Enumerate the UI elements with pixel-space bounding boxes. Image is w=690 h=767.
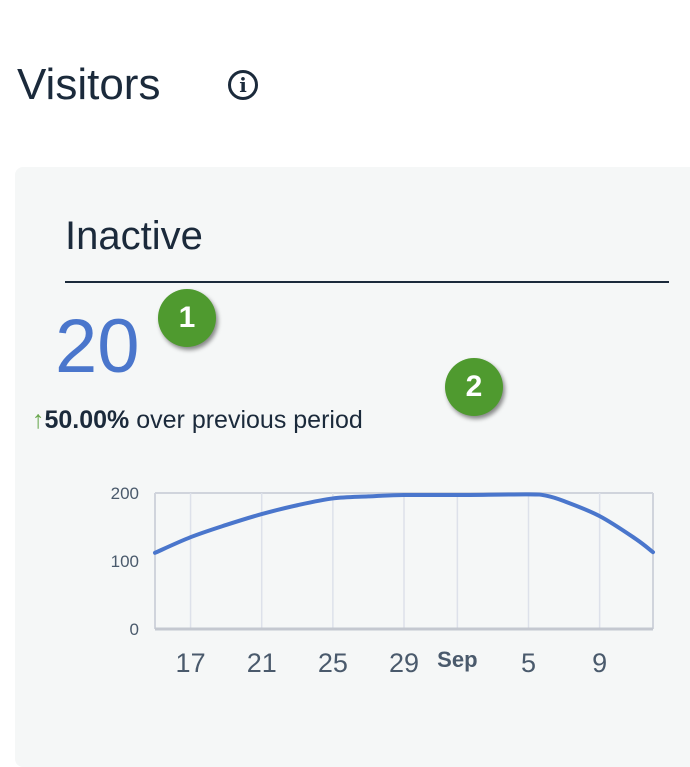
x-tick-label: 25 <box>318 648 348 678</box>
y-tick-label: 100 <box>111 552 139 571</box>
x-tick-label: Sep <box>437 647 477 672</box>
series-line <box>153 492 655 555</box>
change-text: over previous period <box>136 406 363 434</box>
visitors-card <box>15 167 690 767</box>
x-tick-label: 5 <box>521 648 536 678</box>
divider <box>65 281 669 283</box>
x-tick-label: 9 <box>592 648 607 678</box>
arrow-up-icon: ↑ <box>32 406 45 434</box>
page-title: Visitors <box>17 60 161 109</box>
change-indicator: ↑50.00% over previous period <box>32 406 363 435</box>
annotation-badge-2: 2 <box>445 358 503 416</box>
x-tick-label: 29 <box>389 648 419 678</box>
card-title: Inactive <box>65 214 203 258</box>
metric-value: 20 <box>55 304 140 389</box>
y-tick-label: 0 <box>130 620 139 639</box>
info-icon[interactable]: i <box>228 70 258 100</box>
x-tick-label: 21 <box>247 648 277 678</box>
change-percent: 50.00% <box>44 406 130 434</box>
annotation-badge-1: 1 <box>158 289 216 347</box>
x-tick-label: 17 <box>176 648 206 678</box>
y-tick-label: 200 <box>111 484 139 503</box>
visitors-line-chart: 17 21 25 29 Sep 5 9 0 100 200 <box>111 484 655 678</box>
